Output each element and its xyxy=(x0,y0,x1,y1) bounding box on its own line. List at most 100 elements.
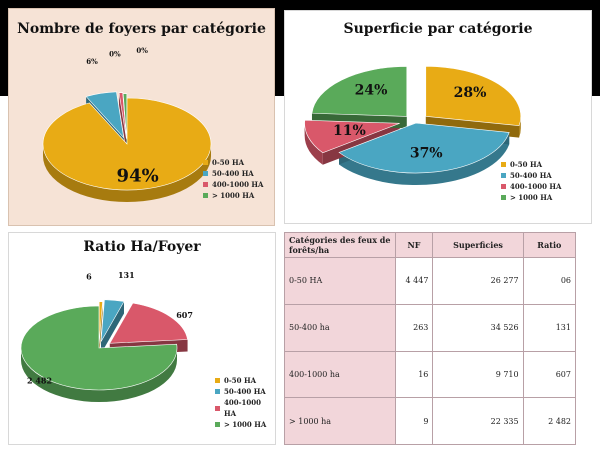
legend-swatch xyxy=(215,405,220,411)
legend-swatch xyxy=(215,422,220,427)
legend-item: 50-400 HA xyxy=(215,386,275,397)
legend-item: 50-400 HA xyxy=(501,170,561,181)
legend-item: 50-400 HA xyxy=(203,168,263,179)
table-row: 400-1000 ha 16 9 710 607 xyxy=(284,350,577,399)
data-table-wrapper: Catégories des feux de forêts/ha NF Supe… xyxy=(284,232,577,445)
pie-slice-50-400-ha xyxy=(85,91,125,139)
panel-foyers: Nombre de foyers par catégorie 94% 6% 0% 0%… xyxy=(8,8,275,226)
pie-slice--1000-ha xyxy=(20,305,178,391)
cell-ratio: 06 xyxy=(522,257,577,305)
col-header-ratio: Ratio xyxy=(522,232,577,258)
legend-label: > 1000 HA xyxy=(510,193,553,202)
pie-slice-side xyxy=(101,301,125,354)
legend-label: 400-1000 HA xyxy=(223,398,261,418)
legend-label: > 1000 HA xyxy=(212,191,255,200)
data-label: 94% xyxy=(117,166,159,187)
data-label: 24% xyxy=(355,82,388,98)
cell-nf: 263 xyxy=(394,303,434,352)
legend-item: > 1000 HA xyxy=(501,192,561,203)
legend-item: 0-50 HA xyxy=(215,375,275,386)
pie-slice-50-400-ha xyxy=(100,299,125,342)
cell-category: > 1000 ha xyxy=(284,397,396,445)
pie-slice-wall xyxy=(43,144,211,202)
chart-title-foyers: Nombre de foyers par catégorie xyxy=(17,21,266,37)
pie-slice-wall xyxy=(21,348,177,402)
data-label: 2 482 xyxy=(27,375,52,385)
legend-label: 0-50 HA xyxy=(224,376,256,385)
data-label: 0% xyxy=(136,46,148,55)
cell-nf: 4 447 xyxy=(394,257,434,305)
pie-slice-400-1000-ha xyxy=(118,92,127,139)
cell-ratio: 607 xyxy=(522,350,577,399)
data-table: Catégories des feux de forêts/ha NF Supe… xyxy=(284,232,577,445)
legend-item: 0-50 HA xyxy=(501,159,561,170)
legend-superficie: 0-50 HA 50-400 HA 400-1000 HA > 1000 HA xyxy=(501,159,561,203)
legend-label: 50-400 HA xyxy=(224,387,266,396)
legend-label: 50-400 HA xyxy=(510,171,552,180)
legend-swatch xyxy=(501,184,506,189)
cell-nf: 9 xyxy=(394,397,434,445)
legend-swatch xyxy=(501,173,506,178)
cell-category: 0-50 HA xyxy=(284,257,396,305)
cell-category: 400-1000 ha xyxy=(284,350,396,399)
chart-title-superficie: Superficie par catégorie xyxy=(343,21,533,37)
pie-chart-ratio: 6 131 607 2 482 xyxy=(20,270,193,402)
pie-slice-wall xyxy=(304,123,323,165)
data-label: 131 xyxy=(118,270,135,280)
legend-item: 0-50 HA xyxy=(203,157,263,168)
legend-swatch xyxy=(215,378,220,383)
col-header-category: Catégories des feux de forêts/ha xyxy=(284,232,396,258)
legend-item: > 1000 HA xyxy=(203,190,263,201)
data-label: 607 xyxy=(176,310,193,320)
legend-label: 0-50 HA xyxy=(212,158,244,167)
legend-item: 400-1000 HA xyxy=(501,181,561,192)
legend-label: 0-50 HA xyxy=(510,160,542,169)
pie-slice-0-50-ha xyxy=(98,301,103,344)
legend-ratio: 0-50 HA 50-400 HA 400-1000 HA > 1000 HA xyxy=(215,375,275,430)
legend-item: 400-1000 HA xyxy=(203,179,263,190)
table-header-row: Catégories des feux de forêts/ha NF Supe… xyxy=(284,232,577,258)
pie-slice-400-1000-ha xyxy=(304,119,400,154)
pie-slice--1000-ha xyxy=(122,93,128,140)
table-row: 50-400 ha 263 34 526 131 xyxy=(284,303,577,352)
legend-foyers: 0-50 HA 50-400 HA 400-1000 HA > 1000 HA xyxy=(203,157,263,201)
legend-swatch xyxy=(203,171,208,176)
legend-swatch xyxy=(203,193,208,198)
legend-label: 50-400 HA xyxy=(212,169,254,178)
legend-label: 400-1000 HA xyxy=(510,182,562,191)
data-label: 11% xyxy=(333,123,366,139)
data-label: 37% xyxy=(410,145,443,161)
panel-ratio: Ratio Ha/Foyer 6 131 607 2 482 0-50 HA 50-40… xyxy=(8,232,276,445)
pie-chart-superficie: 28% 37% 11% 24% xyxy=(304,66,522,186)
cell-nf: 16 xyxy=(394,350,434,399)
pie-slice-0-50-ha xyxy=(425,66,522,126)
cell-ratio: 2 482 xyxy=(522,397,577,445)
legend-swatch xyxy=(215,389,220,394)
chart-title-ratio: Ratio Ha/Foyer xyxy=(83,239,201,255)
col-header-superficies: Superficies xyxy=(432,232,524,258)
legend-swatch xyxy=(501,162,506,167)
cell-superficies: 26 277 xyxy=(432,257,524,305)
data-label: 0% xyxy=(109,50,121,59)
table-row: > 1000 ha 9 22 335 2 482 xyxy=(284,397,577,445)
pie-slice-400-1000-ha xyxy=(109,302,188,344)
table-row: 0-50 HA 4 447 26 277 06 xyxy=(284,257,577,305)
pie-slice-wall xyxy=(339,132,510,186)
legend-item: 400-1000 HA xyxy=(215,397,275,419)
pie-chart-foyers: 94% 6% 0% 0% xyxy=(42,46,212,202)
data-label: 6% xyxy=(86,57,98,66)
legend-swatch xyxy=(203,182,208,187)
pie-slice-side xyxy=(119,92,127,151)
legend-label: 400-1000 HA xyxy=(212,180,264,189)
legend-swatch xyxy=(501,195,506,200)
cell-category: 50-400 ha xyxy=(284,303,396,352)
pie-slice-50-400-ha xyxy=(338,122,510,174)
data-label: 6 xyxy=(86,272,92,282)
pie-slice-0-50-ha xyxy=(42,97,212,191)
col-header-nf: NF xyxy=(394,232,434,258)
legend-label: > 1000 HA xyxy=(224,420,267,429)
legend-swatch xyxy=(203,160,208,165)
cell-superficies: 9 710 xyxy=(432,350,524,399)
cell-ratio: 131 xyxy=(522,303,577,352)
panel-superficie: Superficie par catégorie 28% 37% 11% 24% 0-… xyxy=(284,10,592,224)
